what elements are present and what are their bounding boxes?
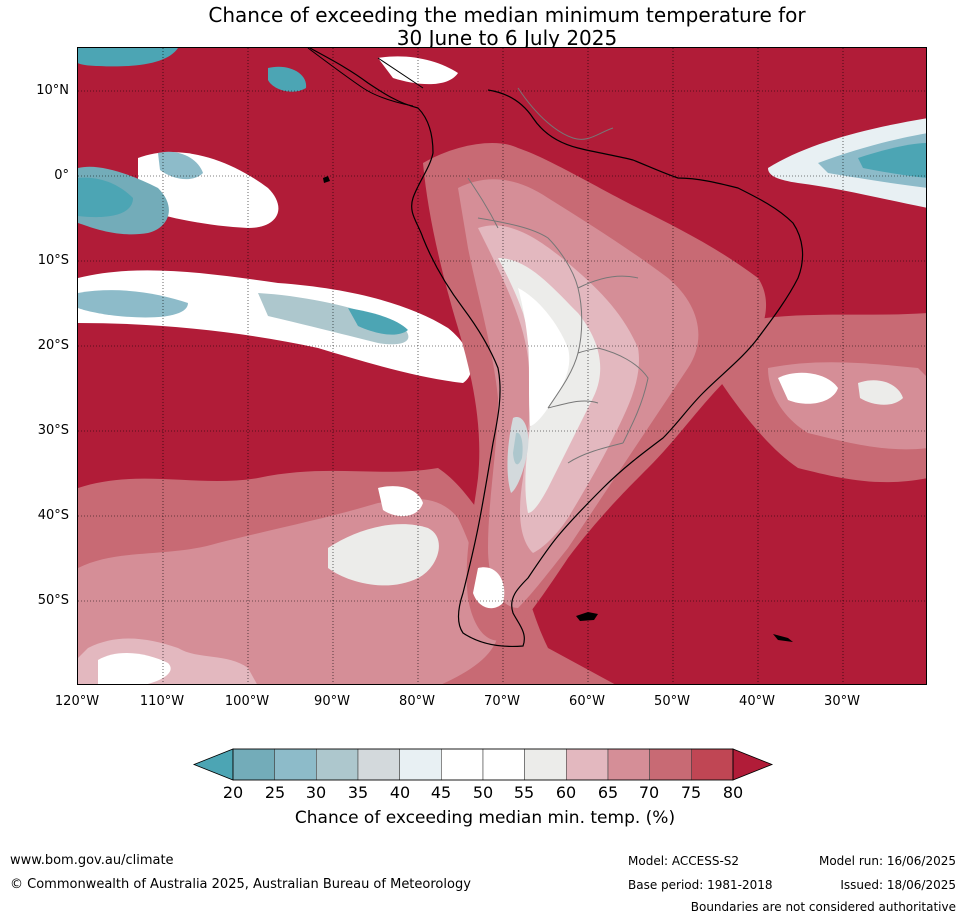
graticule	[78, 48, 926, 684]
colorbar-bin	[649, 748, 692, 781]
pacific-mid-band	[78, 270, 472, 383]
lon-label-50w: 50°W	[654, 694, 690, 709]
southern-ocean-white-b	[98, 653, 171, 684]
colorbar-tick-35: 35	[347, 783, 369, 802]
colorbar-tick-45: 45	[430, 783, 452, 802]
copyright-text: © Commonwealth of Australia 2025, Austra…	[10, 877, 471, 892]
colorbar-tick-70: 70	[638, 783, 660, 802]
colorbar-tick-75: 75	[680, 783, 702, 802]
model-run-text: Model run: 16/06/2025	[818, 854, 956, 868]
pacific-band-blue-n	[158, 151, 203, 180]
patagonia-white	[473, 567, 505, 609]
central-america-coastline	[307, 48, 424, 107]
lat-label-30s: 30°S	[37, 423, 69, 438]
lon-label-100w: 100°W	[224, 694, 270, 709]
colorbar-extend-high	[732, 748, 774, 781]
southern-ocean-white-c	[378, 486, 423, 517]
lat-label-10s: 10°S	[37, 253, 69, 268]
lat-label-0: 0°	[54, 168, 69, 183]
atlantic-equatorial-blue-3	[858, 143, 926, 178]
colorbar-bin	[566, 748, 609, 781]
colorbar-title: Chance of exceeding median min. temp. (%…	[294, 808, 676, 828]
atlantic-white	[778, 372, 838, 404]
continent-white	[518, 288, 570, 426]
galapagos	[323, 176, 330, 183]
pacific-band-blue-dark	[78, 177, 133, 218]
lon-label-30w: 30°W	[824, 694, 860, 709]
falkland-islands	[576, 612, 598, 621]
colorbar-bin	[524, 748, 567, 781]
colorbar-tick-30: 30	[305, 783, 327, 802]
lat-label-50s: 50°S	[37, 593, 69, 608]
colorbar-tick-40: 40	[389, 783, 411, 802]
lon-label-80w: 80°W	[399, 694, 435, 709]
pacific-top-blue-2	[268, 66, 307, 92]
colorbar-bin	[274, 748, 317, 781]
map-title: Chance of exceeding the median minimum t…	[0, 4, 965, 50]
colorbar-bin	[316, 748, 359, 781]
lon-label-90w: 90°W	[314, 694, 350, 709]
forecast-map	[77, 47, 927, 685]
pacific-top-blue	[78, 48, 178, 67]
pacific-mid-band-blue	[78, 290, 188, 318]
website-link[interactable]: www.bom.gov.au/climate	[10, 853, 174, 868]
colorbar-tick-55: 55	[513, 783, 535, 802]
lon-label-40w: 40°W	[739, 694, 775, 709]
andes-blue-2	[513, 432, 523, 465]
colorbar-bin	[691, 748, 734, 781]
colorbar-outline	[232, 748, 734, 781]
colorbar-extend-low	[192, 748, 234, 781]
colorbar-bin	[357, 748, 400, 781]
atlantic-white-b	[858, 380, 903, 405]
model-text: Model: ACCESS-S2	[628, 854, 740, 868]
south-america-coastline	[309, 48, 804, 648]
lat-label-10n: 10°N	[36, 83, 69, 98]
colorbar-tick-50: 50	[472, 783, 494, 802]
colorbar-bin	[232, 748, 275, 781]
colorbar-bin	[441, 748, 484, 781]
lon-label-120w: 120°W	[54, 694, 100, 709]
map-canvas	[78, 48, 926, 684]
pacific-mid-band-blue-3	[348, 308, 408, 335]
disclaimer-text: Boundaries are not considered authoritat…	[690, 900, 956, 914]
base-period-text: Base period: 1981-2018	[628, 878, 773, 892]
title-line-2: 30 June to 6 July 2025	[396, 26, 618, 50]
lat-label-40s: 40°S	[37, 508, 69, 523]
title-line-1: Chance of exceeding the median minimum t…	[208, 3, 806, 27]
colorbar-bin	[399, 748, 442, 781]
colorbar-tick-25: 25	[264, 783, 286, 802]
southern-ocean-white-a	[328, 524, 439, 586]
colorbar-bin	[482, 748, 525, 781]
colorbar-tick-20: 20	[222, 783, 244, 802]
colorbar-tick-65: 65	[597, 783, 619, 802]
lon-label-110w: 110°W	[139, 694, 185, 709]
lon-label-70w: 70°W	[484, 694, 520, 709]
colorbar-bin	[607, 748, 650, 781]
colorbar-tick-80: 80	[722, 783, 744, 802]
issued-text: Issued: 18/06/2025	[840, 878, 956, 892]
country-borders	[467, 87, 649, 464]
colorbar-tick-60: 60	[555, 783, 577, 802]
lat-label-20s: 20°S	[37, 338, 69, 353]
lon-label-60w: 60°W	[569, 694, 605, 709]
south-georgia	[773, 634, 793, 642]
caribbean-white	[378, 56, 458, 85]
